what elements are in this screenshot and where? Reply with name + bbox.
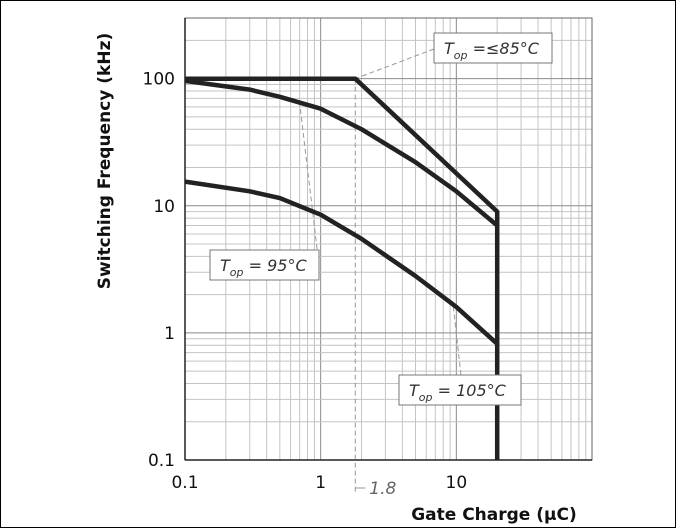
vertical-marker: 1.8 — [354, 78, 397, 499]
tick-labels: 0.1 1 10 0.1 1 10 100 — [143, 70, 468, 493]
series-lines — [184, 76, 500, 460]
y-axis-title: Switching Frequency (kHz) — [95, 33, 115, 290]
y-tick-label: 1 — [164, 324, 175, 344]
annotation-box — [433, 32, 553, 64]
annotation-leader — [452, 306, 462, 376]
series-line — [184, 78, 499, 228]
annotation-label: Top =≤85°C — [444, 39, 540, 62]
annotation-label: Top = 105°C — [409, 381, 507, 404]
annotations: Top =≤85°C Top = 95°C Top = 105°C — [209, 32, 553, 406]
marker-label: 1.8 — [369, 479, 396, 499]
series-line — [185, 76, 500, 460]
x-tick-label: 0.1 — [171, 473, 198, 493]
annotation-box — [398, 374, 522, 406]
x-tick-label: 10 — [446, 473, 468, 493]
annotation-leaders — [299, 48, 462, 376]
x-tick-label: 1 — [315, 473, 326, 493]
axes — [184, 17, 593, 461]
annotation-label: Top = 95°C — [220, 256, 307, 279]
y-tick-label: 100 — [143, 70, 175, 90]
y-tick-label: 10 — [153, 197, 175, 217]
x-axis-title: Gate Charge (µC) — [411, 505, 577, 525]
annotation-leader — [355, 48, 435, 80]
series-line — [184, 179, 499, 346]
grid-lines — [184, 17, 592, 461]
annotation-leader — [299, 103, 320, 266]
annotation-box — [209, 249, 320, 281]
y-tick-label: 0.1 — [148, 451, 175, 471]
